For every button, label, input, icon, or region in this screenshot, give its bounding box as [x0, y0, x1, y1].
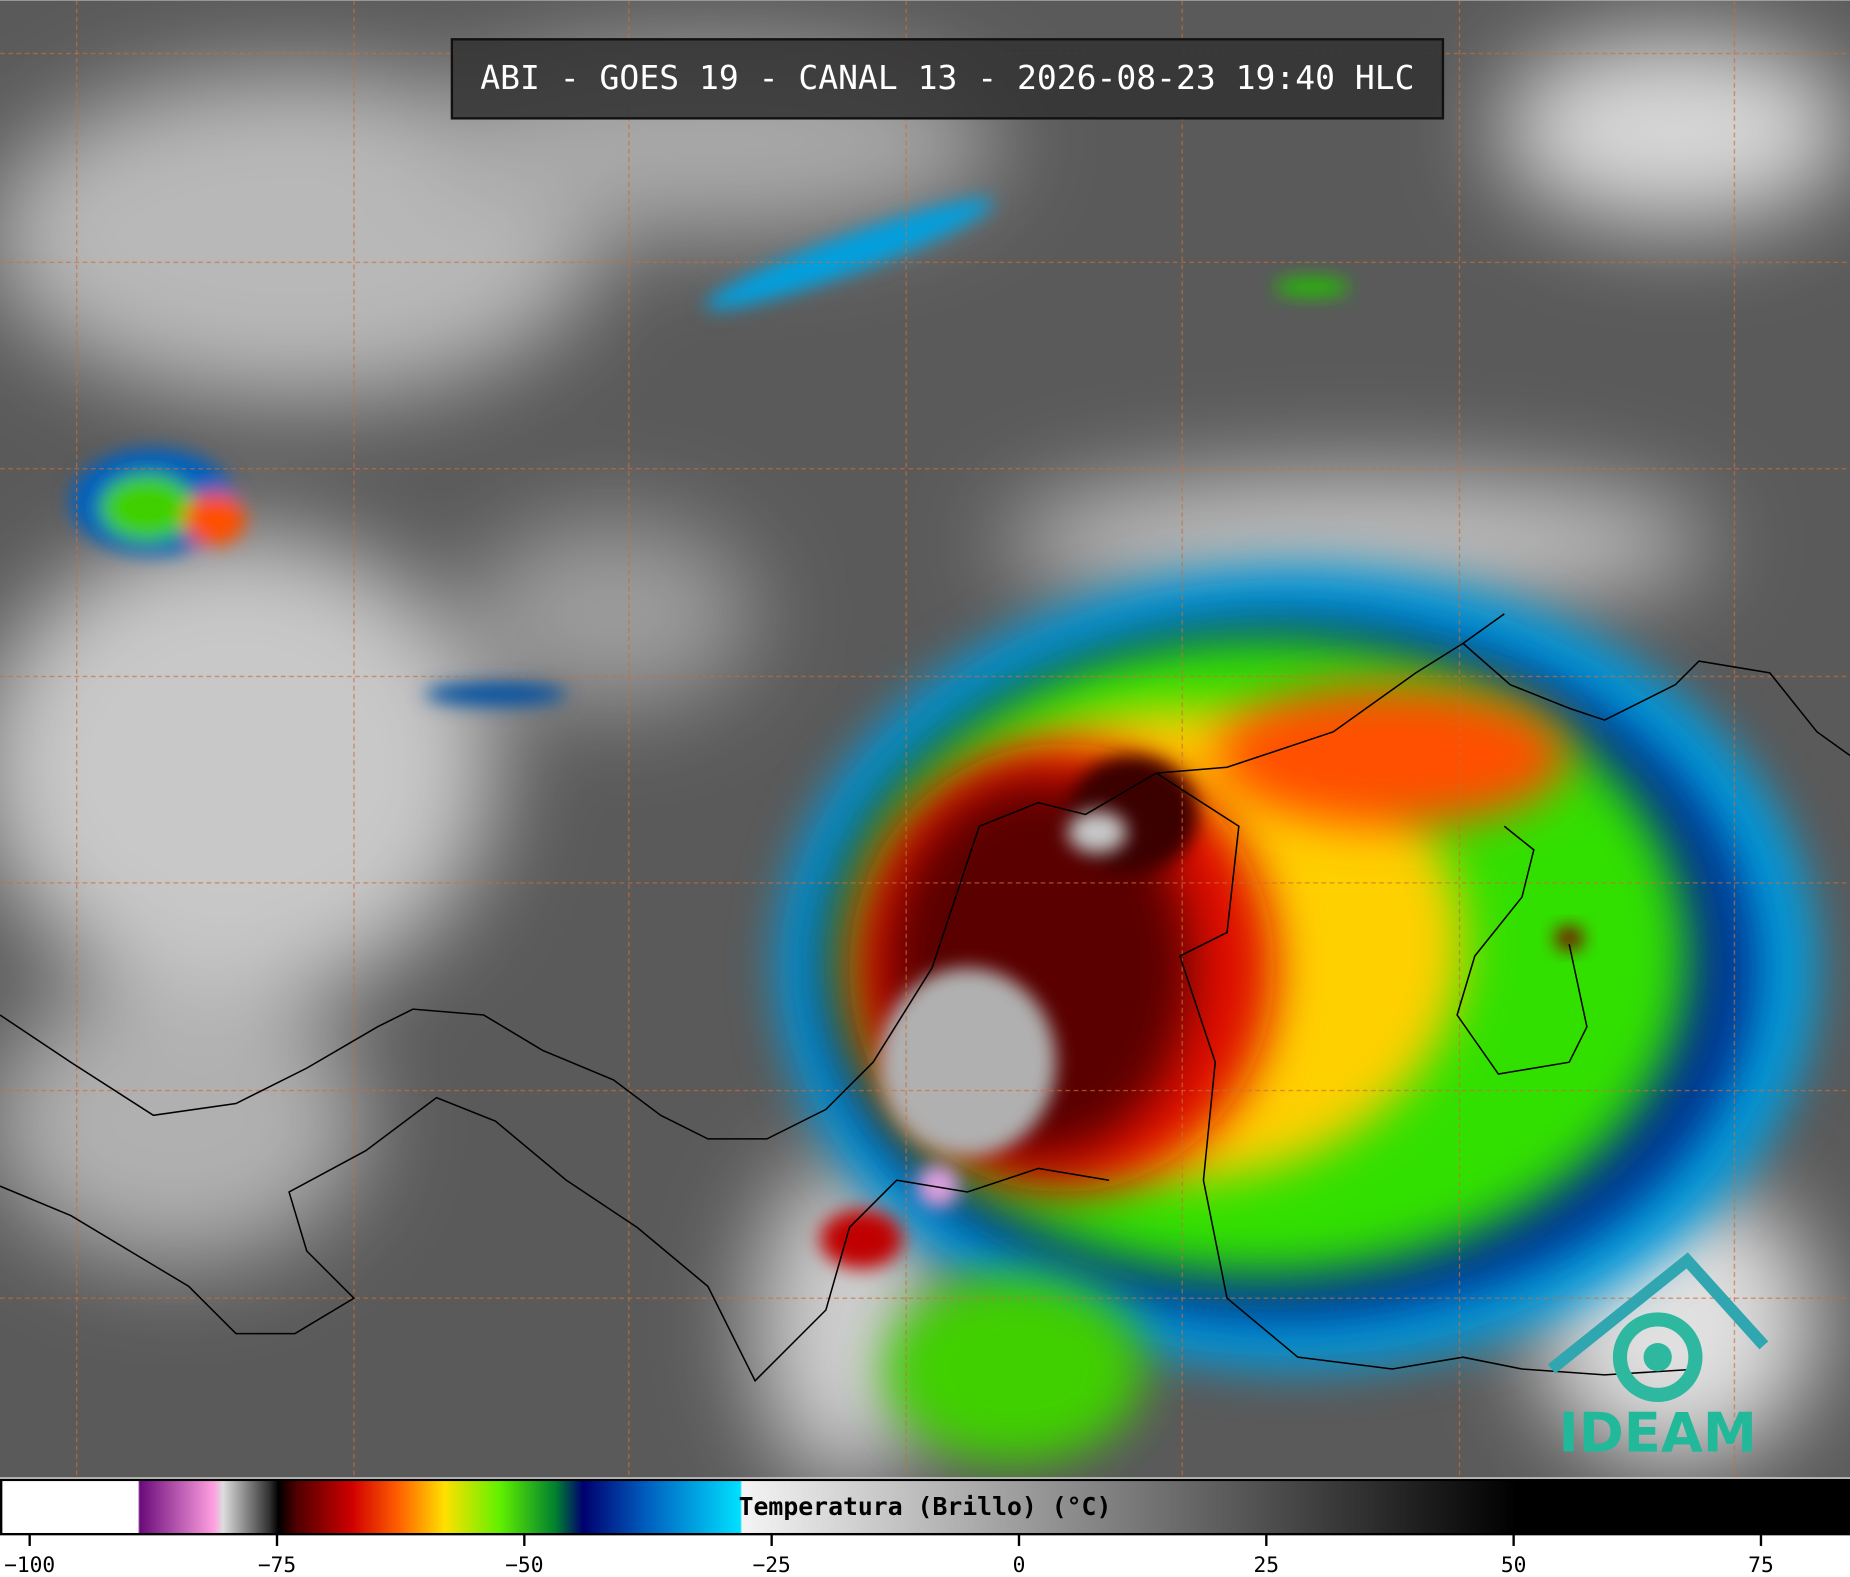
tick-label: −50	[505, 1553, 543, 1577]
tick-label: 50	[1501, 1553, 1527, 1577]
convective-cells	[70, 198, 1350, 706]
tick-label: −100	[4, 1553, 55, 1577]
colorbar-label: Temperatura (Brillo) (°C)	[739, 1492, 1112, 1521]
tick-label: 75	[1748, 1553, 1774, 1577]
logo-text: IDEAM	[1559, 1402, 1757, 1465]
tick-label: −75	[258, 1553, 296, 1577]
colorbar	[0, 1478, 1850, 1536]
logo: IDEAM	[1547, 1252, 1769, 1465]
lat-lon-grid	[0, 0, 1850, 1478]
colorbar-ticks: −100 −75 −50 −25 0 25 50 75	[4, 1534, 1774, 1577]
title-box	[450, 38, 1445, 120]
tick-label: −25	[752, 1553, 790, 1577]
tick-label: 25	[1254, 1553, 1280, 1577]
coastlines	[0, 613, 1850, 1383]
title: ABI - GOES 19 - CANAL 13 - 2026-08-23 19…	[480, 58, 1414, 97]
tick-label: 0	[1013, 1553, 1026, 1577]
